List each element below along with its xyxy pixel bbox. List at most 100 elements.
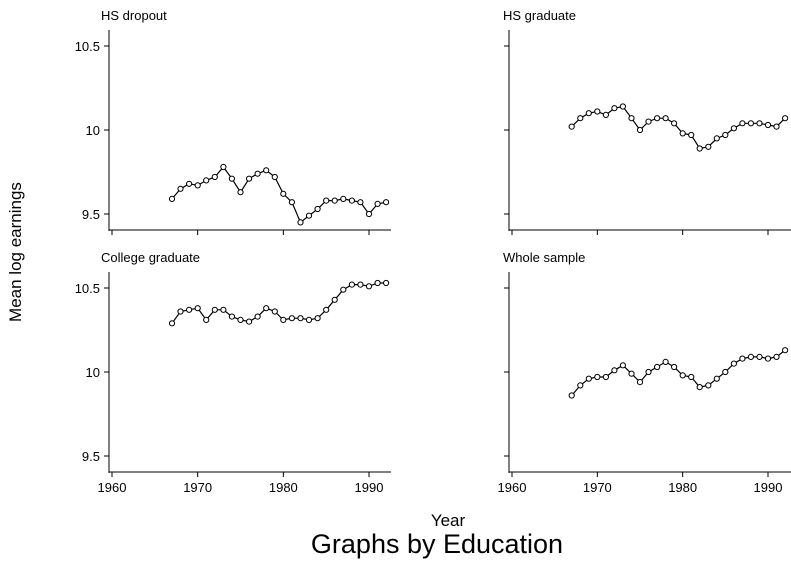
data-point xyxy=(739,120,746,127)
x-tick-label: 1960 xyxy=(498,480,527,495)
y-tick-label: 9.5 xyxy=(82,207,100,222)
data-point xyxy=(696,384,703,391)
panel-title: College graduate xyxy=(101,250,200,265)
data-point xyxy=(696,145,703,152)
data-point xyxy=(383,279,390,287)
data-point xyxy=(177,308,184,315)
panel-hs-dropout: HS dropout 9.5 10 10.5 xyxy=(75,8,391,235)
data-point xyxy=(764,121,772,129)
data-point xyxy=(186,306,193,313)
data-point xyxy=(713,375,720,382)
y-tick-label: 10.5 xyxy=(75,281,100,296)
data-point xyxy=(228,175,235,182)
data-point xyxy=(186,180,193,187)
data-point xyxy=(340,195,347,202)
data-point xyxy=(645,368,652,376)
data-point xyxy=(764,355,772,362)
data-point xyxy=(271,173,278,181)
x-tick-label: 1970 xyxy=(183,480,212,495)
series-line xyxy=(171,282,387,324)
data-point xyxy=(577,115,584,122)
data-point xyxy=(688,373,695,381)
data-point xyxy=(237,189,244,196)
data-point xyxy=(297,315,304,322)
panel-title: Whole sample xyxy=(503,250,585,265)
data-point xyxy=(314,205,321,213)
data-point xyxy=(177,185,184,192)
panel-title: HS graduate xyxy=(503,8,576,23)
data-point xyxy=(671,363,678,371)
data-point xyxy=(594,373,601,381)
data-point xyxy=(773,353,780,360)
data-point xyxy=(705,382,712,389)
y-tick-label: 10 xyxy=(86,365,100,380)
data-point xyxy=(619,362,627,369)
data-point xyxy=(203,316,210,323)
x-axis-label: Year xyxy=(431,511,466,530)
data-point xyxy=(246,175,253,182)
x-tick-label: 1960 xyxy=(98,480,127,495)
data-point xyxy=(340,286,347,293)
data-point xyxy=(365,283,373,290)
data-point xyxy=(782,347,789,354)
data-point xyxy=(662,358,669,365)
data-point xyxy=(577,382,584,389)
data-point xyxy=(679,130,686,137)
series-line xyxy=(171,166,387,224)
y-tick-label: 10.5 xyxy=(75,39,100,54)
data-point xyxy=(263,167,270,174)
panel-hs-graduate: HS graduate xyxy=(503,8,791,235)
data-point xyxy=(568,123,575,130)
data-point xyxy=(654,363,661,371)
data-point xyxy=(280,190,287,197)
y-axis-label: Mean log earnings xyxy=(6,182,25,322)
data-point xyxy=(194,182,201,189)
data-point xyxy=(636,379,644,386)
data-point xyxy=(602,111,610,119)
data-point xyxy=(323,197,330,204)
chart-caption: Graphs by Education xyxy=(311,529,563,559)
data-point xyxy=(374,200,381,207)
data-point xyxy=(730,360,738,367)
panel-whole-sample: Whole sample 1960 1970 1980 1990 xyxy=(498,250,791,495)
data-point xyxy=(348,197,355,204)
data-point xyxy=(756,120,763,127)
data-point xyxy=(645,118,652,125)
data-point xyxy=(611,367,618,374)
data-point xyxy=(628,115,635,122)
data-point xyxy=(280,316,287,323)
data-point xyxy=(357,199,364,206)
data-point xyxy=(254,170,261,177)
data-point xyxy=(611,105,618,112)
data-point xyxy=(297,219,304,226)
data-point xyxy=(271,308,278,315)
data-point xyxy=(671,120,678,127)
data-point xyxy=(739,355,746,362)
data-point xyxy=(365,210,373,218)
data-point xyxy=(228,313,235,320)
data-point xyxy=(331,197,338,204)
data-point xyxy=(305,316,313,323)
data-point xyxy=(246,318,253,325)
data-point xyxy=(730,125,738,132)
data-point xyxy=(713,135,720,142)
x-tick-label: 1980 xyxy=(668,480,697,495)
data-point xyxy=(314,315,321,322)
data-point xyxy=(254,313,261,320)
data-point xyxy=(747,120,755,127)
x-tick-label: 1980 xyxy=(269,480,298,495)
panel-college-graduate: College graduate 9.5 10 10.5 1960 1970 1980 199… xyxy=(75,250,391,495)
y-tick-label: 9.5 xyxy=(82,449,100,464)
x-tick-label: 1990 xyxy=(355,480,384,495)
data-point xyxy=(220,163,227,171)
data-point xyxy=(220,306,227,313)
data-point xyxy=(211,173,218,181)
data-point xyxy=(722,131,729,139)
data-point xyxy=(374,279,381,287)
data-point xyxy=(331,296,338,303)
data-point xyxy=(662,115,669,122)
data-point xyxy=(348,281,355,288)
data-point xyxy=(722,368,729,376)
data-point xyxy=(357,281,364,288)
